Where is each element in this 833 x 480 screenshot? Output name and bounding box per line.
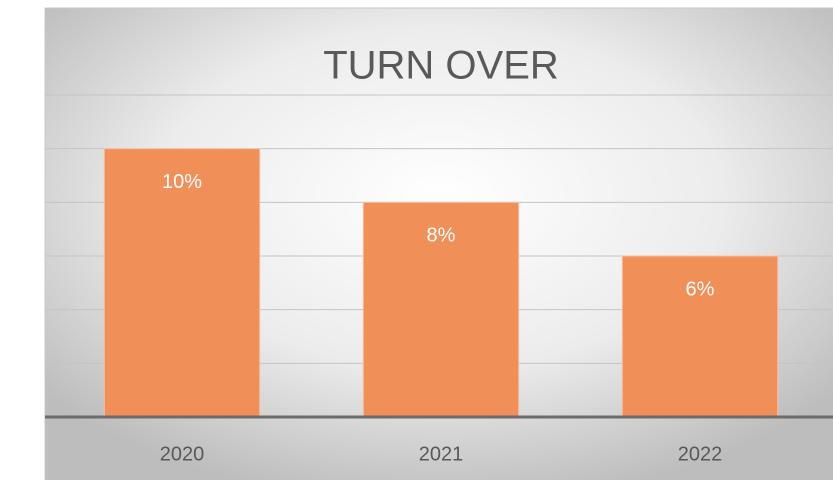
data-label: 8% — [427, 225, 456, 247]
data-label: 6% — [686, 278, 715, 300]
x-tick-label: 2021 — [419, 443, 464, 465]
bar — [362, 201, 520, 418]
x-tick-label: 2022 — [678, 443, 723, 465]
bar — [621, 255, 779, 418]
bar — [103, 148, 261, 418]
chart-title: TURN OVER — [323, 44, 559, 88]
x-tick-label: 2020 — [160, 443, 205, 465]
data-label: 10% — [162, 171, 202, 193]
